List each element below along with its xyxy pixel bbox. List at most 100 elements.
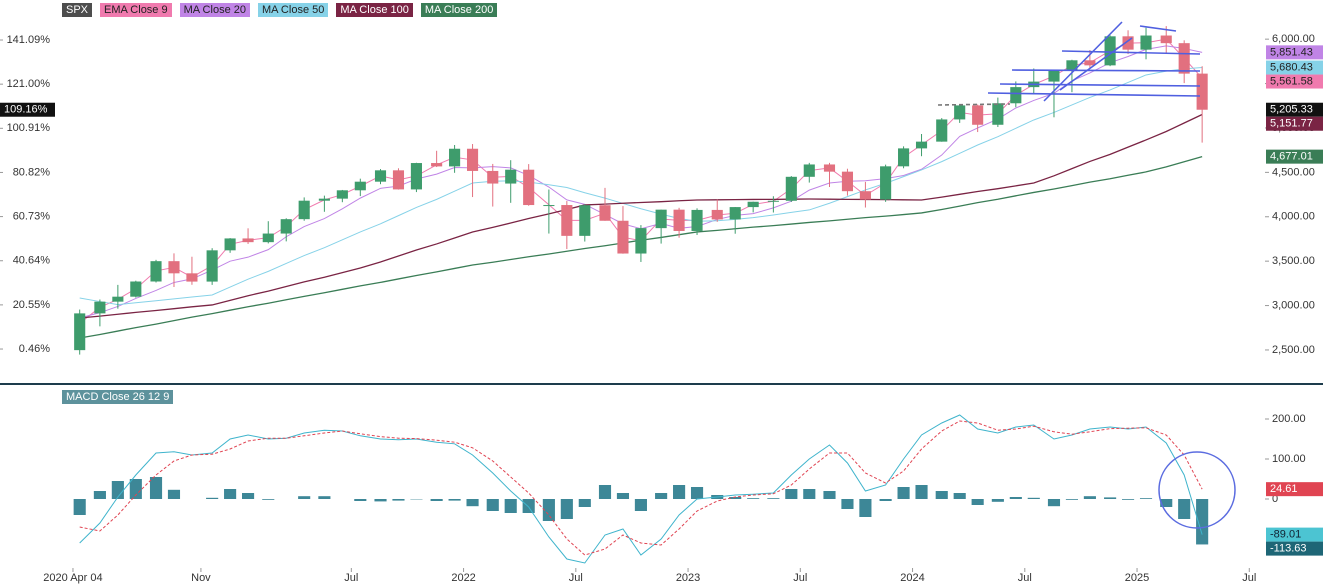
- candle-body: [487, 170, 499, 184]
- histogram-bar: [897, 487, 910, 499]
- candle-body: [374, 170, 387, 182]
- histogram-bar: [655, 493, 668, 499]
- macd-tag: -113.63: [1270, 543, 1307, 555]
- macd-y-tick-label: 0: [1272, 493, 1278, 505]
- histogram-bar: [823, 491, 836, 499]
- candle-body: [1048, 70, 1060, 82]
- histogram-bar: [560, 499, 573, 519]
- histogram-bar: [542, 499, 555, 521]
- price-tag-bg: [1266, 45, 1323, 60]
- candle-body: [579, 205, 591, 236]
- candle-body: [972, 105, 984, 125]
- x-tick-label: Jul: [1242, 572, 1256, 584]
- histogram-bar: [803, 489, 816, 499]
- trend-line: [1059, 37, 1133, 91]
- histogram-bar: [785, 489, 798, 499]
- price-tag-bg: [1266, 60, 1323, 75]
- candle-body: [150, 261, 162, 282]
- histogram-bar: [374, 499, 387, 502]
- histogram-bar: [298, 496, 311, 499]
- histogram-bar: [504, 499, 517, 513]
- candle-body: [1122, 36, 1134, 50]
- candle-body: [224, 238, 236, 251]
- candle-body: [318, 198, 330, 201]
- candle-body: [1104, 36, 1116, 66]
- histogram-bar: [915, 485, 928, 499]
- candle-body: [880, 166, 892, 200]
- candle-body: [168, 261, 180, 274]
- price-tag: 5,680.43: [1270, 61, 1313, 73]
- price-tag: 4,677.01: [1270, 151, 1313, 163]
- histogram-bar: [841, 499, 854, 509]
- price-tag: 5,205.33: [1270, 104, 1313, 116]
- candle-body: [410, 163, 422, 190]
- candle-body: [336, 190, 348, 199]
- x-tick-label: 2020 Apr 04: [43, 572, 102, 584]
- signal-line: [79, 420, 1203, 556]
- macd-line: [79, 414, 1203, 564]
- histogram-bar: [318, 496, 331, 499]
- candle-body: [186, 273, 198, 282]
- histogram-bar: [935, 491, 948, 499]
- dashed-line: [937, 103, 1011, 106]
- macd-chip: MACD Close 26 12 9: [62, 390, 174, 404]
- x-tick-label: 2025: [1125, 572, 1149, 584]
- histogram-bar: [1047, 499, 1061, 507]
- x-tick-label: Jul: [1018, 572, 1032, 584]
- candle-body: [262, 233, 274, 243]
- candle-body: [1010, 87, 1022, 104]
- legend-item: MA Close 200: [420, 3, 498, 17]
- y2-tick-label: 20.55%: [13, 299, 51, 311]
- histogram-bar: [486, 499, 499, 511]
- candle-body: [1196, 73, 1208, 110]
- candle-body: [936, 119, 948, 142]
- trend-line: [999, 83, 1201, 87]
- histogram-bar: [1027, 497, 1040, 499]
- candle-body: [112, 296, 124, 302]
- histogram-bar: [1139, 498, 1153, 499]
- candle-body: [711, 209, 723, 220]
- histogram-bar: [392, 499, 405, 501]
- histogram-bar: [262, 499, 275, 500]
- legend-item: MA Close 20: [179, 3, 250, 17]
- candle-body: [767, 200, 779, 202]
- histogram-bar: [859, 499, 872, 517]
- candle-body: [561, 205, 573, 236]
- histogram-bar: [991, 499, 1004, 502]
- macd-tag-bg: [1266, 482, 1323, 497]
- y-tick-label: 4,000.00: [1272, 211, 1315, 223]
- histogram-bar: [953, 493, 966, 499]
- histogram-bar: [616, 493, 630, 499]
- price-tag-bg: [1266, 102, 1323, 117]
- histogram-bar: [206, 497, 219, 499]
- histogram-bar: [767, 498, 780, 499]
- histogram-bar: [634, 499, 647, 511]
- candle-body: [298, 200, 310, 220]
- pct-tag: 109.16%: [4, 104, 48, 116]
- histogram-bar: [522, 499, 535, 513]
- candle-body: [655, 209, 667, 229]
- candle-body: [1140, 35, 1152, 50]
- histogram-bar: [1104, 497, 1117, 499]
- histogram-bar: [111, 481, 124, 499]
- candle-body: [673, 209, 685, 231]
- macd-tag-bg: [1266, 541, 1323, 556]
- candle-body: [505, 169, 517, 184]
- macd-tag: -89.01: [1270, 529, 1301, 541]
- histogram-bar: [354, 499, 367, 501]
- candle-body: [1160, 35, 1172, 44]
- y-tick-label: 4,500.00: [1272, 166, 1315, 178]
- histogram-bar: [598, 485, 612, 499]
- y2-tick-label: 80.82%: [13, 166, 51, 178]
- candle-body: [992, 103, 1004, 125]
- candle-body: [206, 250, 218, 282]
- candle-body: [523, 169, 535, 206]
- histogram-bar: [93, 491, 106, 499]
- ma-line: [79, 67, 1203, 306]
- macd-tag: 24.61: [1270, 483, 1298, 495]
- candle-body: [280, 219, 292, 234]
- x-tick-label: 2023: [676, 572, 700, 584]
- legend-item: MA Close 50: [257, 3, 329, 17]
- candle-body: [803, 164, 815, 177]
- histogram-bar: [167, 489, 181, 499]
